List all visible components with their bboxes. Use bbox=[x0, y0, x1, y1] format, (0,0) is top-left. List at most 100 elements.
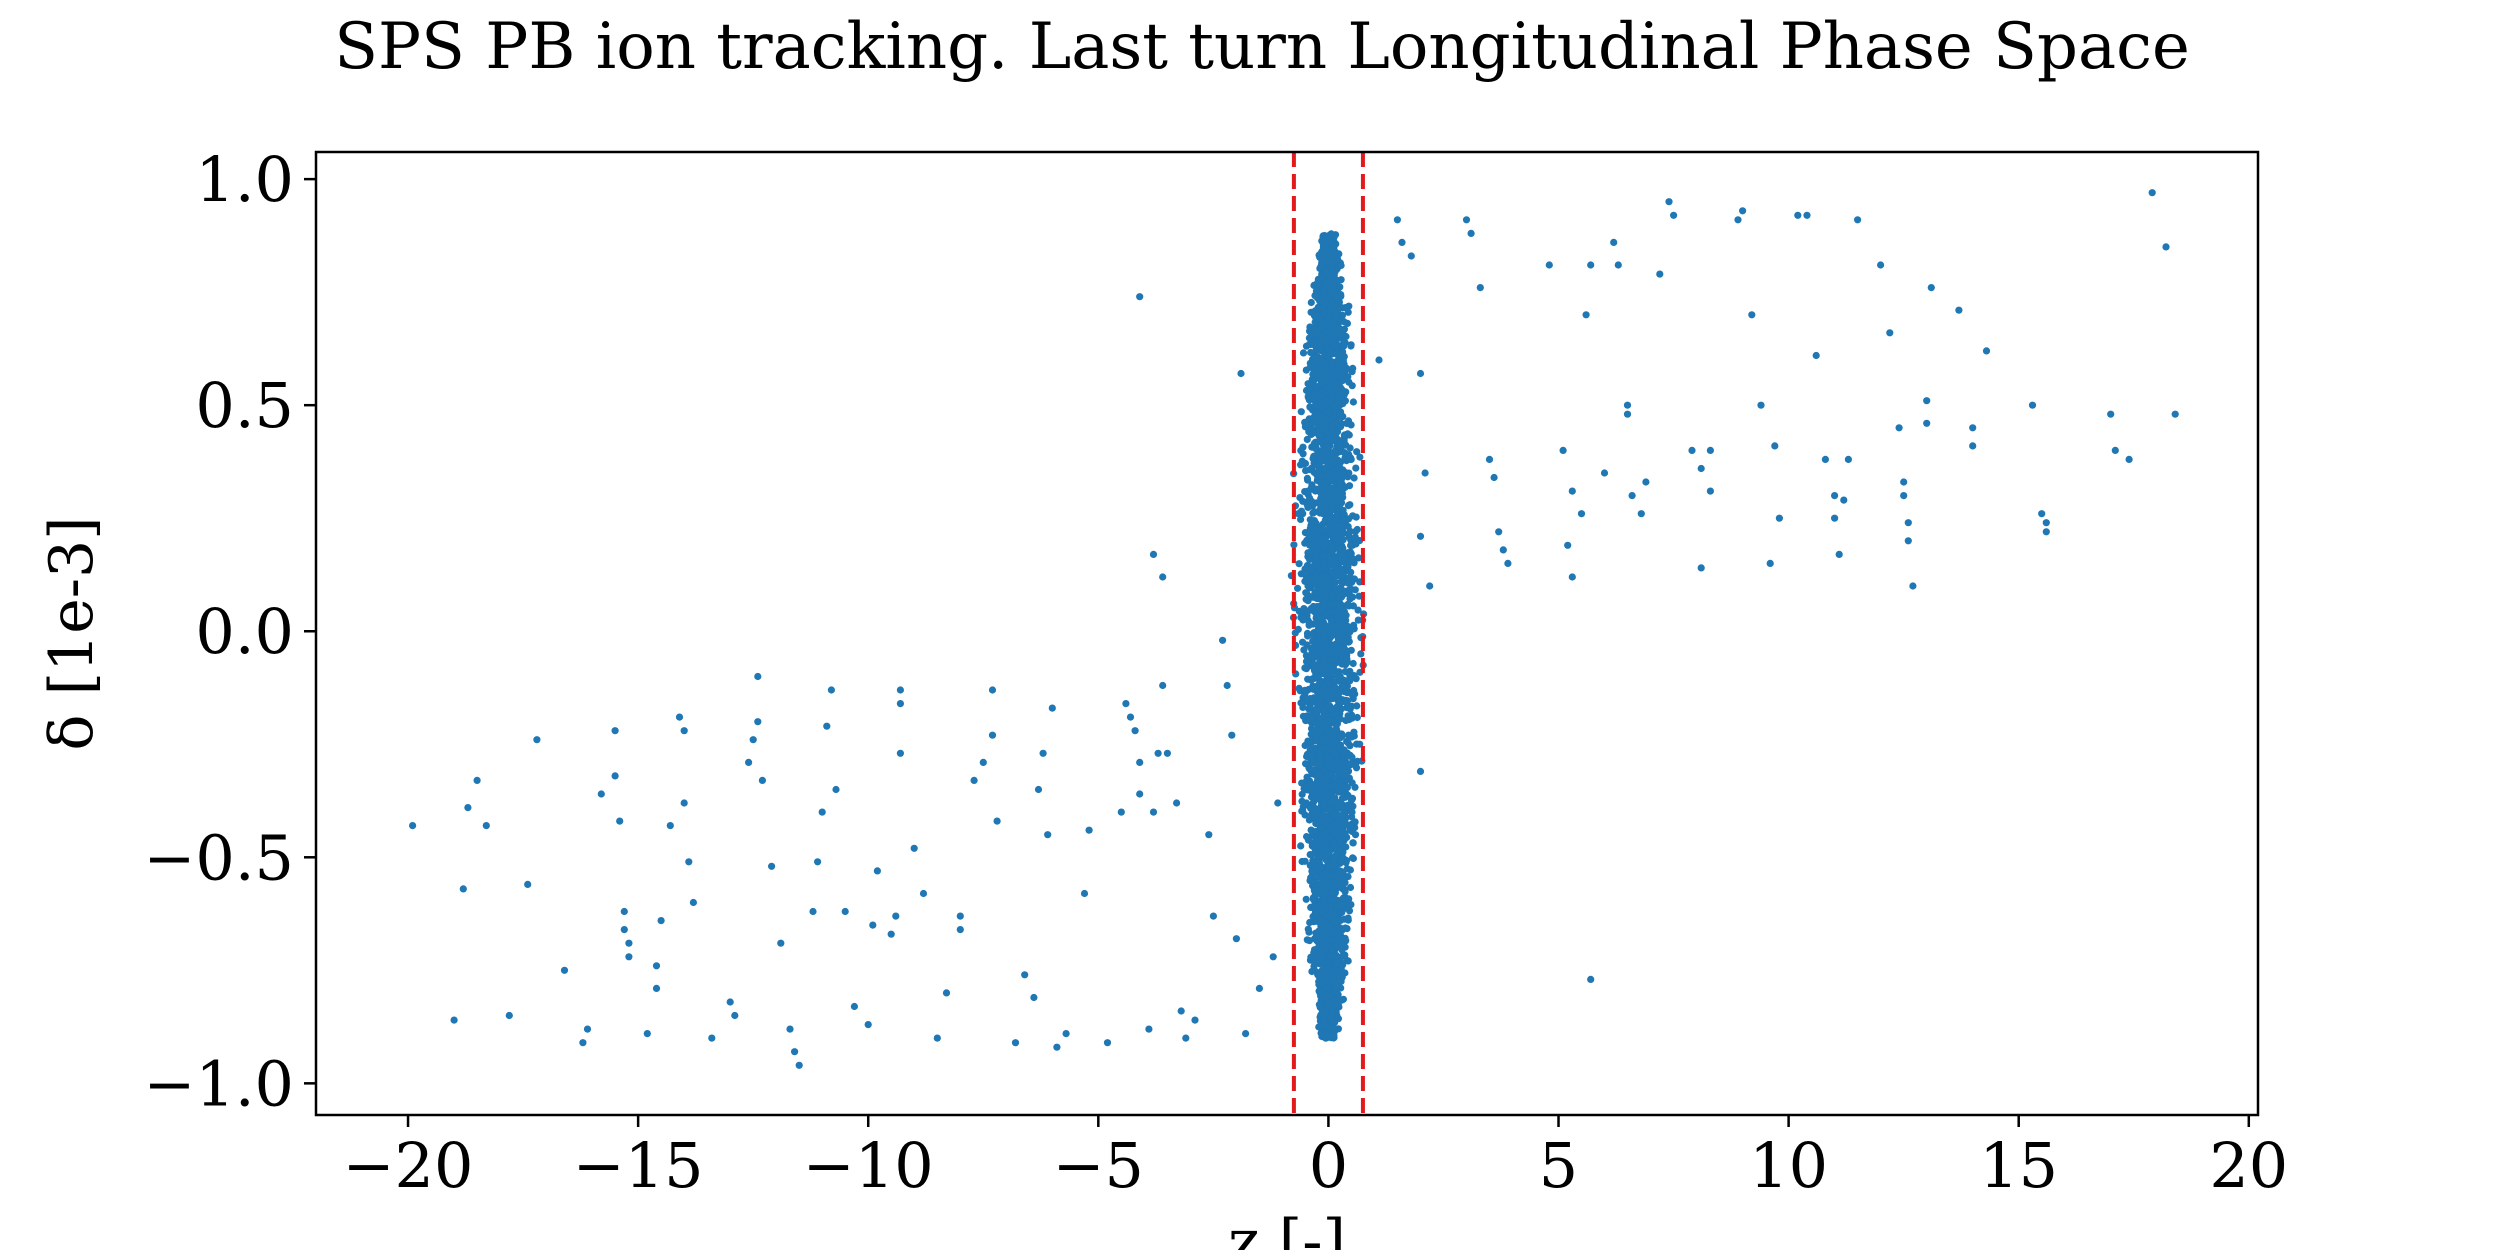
core-bunch-point bbox=[1301, 686, 1309, 694]
core-bunch-point bbox=[1311, 946, 1319, 954]
scatter-point bbox=[1136, 293, 1144, 301]
scatter-point bbox=[1854, 216, 1862, 224]
core-bunch-point bbox=[1325, 1001, 1333, 1009]
core-bunch-point bbox=[1320, 683, 1328, 691]
core-bunch-point bbox=[1330, 749, 1338, 757]
core-bunch-point bbox=[1331, 403, 1339, 411]
scatter-point bbox=[611, 772, 619, 780]
scatter-point bbox=[1499, 546, 1507, 554]
core-bunch-point bbox=[1324, 716, 1332, 725]
scatter-point bbox=[777, 939, 785, 947]
core-bunch-point bbox=[1337, 481, 1345, 489]
core-bunch-point bbox=[1303, 435, 1311, 443]
scatter-point bbox=[1274, 799, 1282, 807]
core-bunch-point bbox=[1313, 806, 1322, 814]
core-bunch-point bbox=[1298, 807, 1306, 815]
core-bunch-point bbox=[1327, 559, 1336, 567]
core-bunch-point bbox=[1328, 890, 1336, 898]
core-bunch-point bbox=[1326, 872, 1334, 881]
core-bunch-point bbox=[1316, 714, 1325, 722]
core-bunch-point bbox=[1335, 618, 1343, 627]
core-bunch-point bbox=[1306, 494, 1314, 502]
scatter-point bbox=[1490, 473, 1498, 482]
core-bunch-point bbox=[1297, 447, 1305, 455]
core-bunch-point bbox=[1325, 348, 1333, 356]
core-bunch-point bbox=[1324, 313, 1332, 321]
core-bunch-point bbox=[1330, 896, 1338, 904]
core-bunch-point bbox=[1352, 464, 1360, 472]
core-bunch-point bbox=[1313, 818, 1321, 826]
core-bunch-point bbox=[1324, 459, 1332, 467]
scatter-point bbox=[1656, 270, 1664, 278]
scatter-point bbox=[579, 1039, 587, 1047]
core-bunch-point bbox=[1338, 377, 1347, 385]
core-bunch-point bbox=[1336, 674, 1344, 682]
scatter-point bbox=[754, 672, 762, 681]
scatter-point bbox=[1969, 442, 1977, 450]
core-bunch-point bbox=[1349, 854, 1357, 862]
scatter-point bbox=[1393, 216, 1401, 224]
scatter-point bbox=[1587, 261, 1595, 269]
core-bunch-point bbox=[1323, 883, 1331, 891]
scatter-point bbox=[473, 776, 481, 785]
core-bunch-point bbox=[1310, 340, 1318, 348]
y-tick-label: −0.5 bbox=[143, 821, 294, 894]
core-bunch-point bbox=[1319, 552, 1328, 561]
scatter-point bbox=[1011, 1039, 1020, 1047]
core-bunch-point bbox=[1315, 972, 1323, 981]
core-bunch-point bbox=[1324, 759, 1332, 767]
core-bunch-point bbox=[1344, 633, 1352, 641]
core-bunch-point bbox=[1315, 437, 1323, 445]
core-bunch-point bbox=[1341, 668, 1349, 676]
core-bunch-point bbox=[1337, 261, 1345, 270]
core-bunch-point bbox=[1326, 833, 1334, 841]
scatter-point bbox=[1416, 767, 1425, 776]
core-bunch-point bbox=[1344, 801, 1352, 809]
core-bunch-point bbox=[1316, 864, 1324, 872]
core-bunch-point bbox=[1336, 972, 1345, 981]
core-bunch-point bbox=[1323, 334, 1331, 343]
core-bunch-point bbox=[1318, 607, 1326, 615]
scatter-point bbox=[680, 727, 688, 735]
scatter-point bbox=[1062, 1030, 1070, 1038]
reference-lines-layer bbox=[1291, 152, 1365, 1115]
scatter-point bbox=[1642, 478, 1650, 486]
core-bunch-point bbox=[1316, 779, 1324, 787]
core-bunch-point bbox=[1319, 980, 1327, 988]
core-bunch-point bbox=[1297, 507, 1306, 515]
core-bunch-point bbox=[1331, 843, 1339, 852]
scatter-point bbox=[2028, 401, 2037, 409]
scatter-point bbox=[979, 758, 987, 767]
scatter-point bbox=[1149, 808, 1158, 816]
scatter-point bbox=[1255, 984, 1263, 993]
core-bunch-point bbox=[1323, 564, 1331, 572]
core-bunch-point bbox=[1322, 744, 1331, 752]
core-bunch-point bbox=[1326, 305, 1335, 313]
core-bunch-point bbox=[1309, 645, 1317, 654]
scatter-point bbox=[1039, 749, 1047, 757]
scatter-point bbox=[795, 1061, 803, 1069]
core-bunch-point bbox=[1331, 828, 1339, 836]
scatter-point bbox=[620, 907, 628, 916]
core-bunch-point bbox=[1317, 263, 1325, 271]
scatter-point bbox=[1637, 510, 1645, 518]
core-bunch-point bbox=[1318, 323, 1326, 332]
scatter-point bbox=[1048, 704, 1056, 712]
core-bunch-point bbox=[1294, 584, 1302, 592]
scatter-point bbox=[1545, 261, 1553, 269]
core-bunch-point bbox=[1334, 521, 1342, 529]
core-bunch-point bbox=[1334, 1002, 1343, 1010]
core-bunch-point bbox=[1301, 664, 1309, 672]
scatter-point bbox=[611, 727, 619, 735]
core-bunch-point bbox=[1331, 936, 1339, 944]
scatter-point bbox=[708, 1034, 716, 1042]
core-bunch-point bbox=[1350, 474, 1358, 482]
core-bunch-point bbox=[1333, 810, 1341, 818]
scatter-point bbox=[666, 822, 674, 830]
core-bunch-point bbox=[1333, 917, 1341, 925]
core-bunch-point bbox=[1339, 901, 1347, 909]
core-bunch-point bbox=[1310, 796, 1318, 805]
core-bunch-point bbox=[1337, 869, 1345, 878]
core-bunch-point bbox=[1341, 304, 1349, 312]
core-bunch-point bbox=[1333, 350, 1341, 358]
